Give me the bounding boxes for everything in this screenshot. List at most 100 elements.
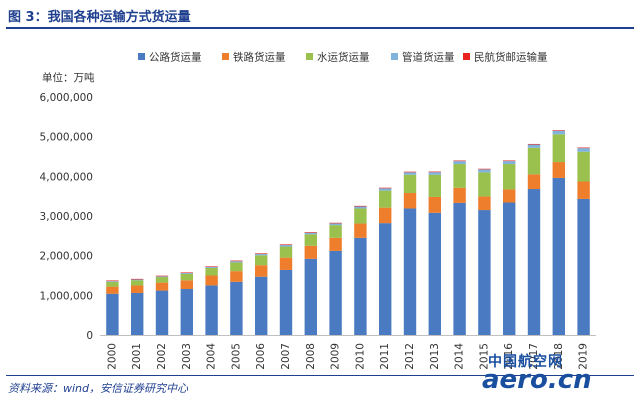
bar-segment-4-2011 <box>379 187 392 189</box>
bar-segment-3-2002 <box>155 276 169 278</box>
bar-segment-2-2008 <box>304 234 317 246</box>
bar-segment-1-2006 <box>255 265 268 277</box>
bar-segment-3-2016 <box>503 161 516 165</box>
x-tick-label: 2019 <box>578 343 590 370</box>
bar-segment-3-2003 <box>180 273 193 274</box>
x-tick-label: 2000 <box>106 343 118 370</box>
legend-label: 公路货运量 <box>149 51 202 64</box>
bar-segment-4-2004 <box>205 266 218 268</box>
bar-segment-3-2012 <box>403 172 417 175</box>
bar-segment-0-2016 <box>503 202 516 335</box>
bar-segment-3-2009 <box>329 223 342 226</box>
bar-segment-2-2010 <box>354 208 367 224</box>
y-tick-label: 4,000,000 <box>40 171 93 183</box>
legend-swatch <box>463 53 470 60</box>
y-tick-label: 6,000,000 <box>40 92 93 104</box>
bar-segment-4-2015 <box>478 168 491 170</box>
bar-segment-4-2019 <box>577 147 590 149</box>
bar-segment-4-2013 <box>428 171 441 173</box>
x-tick-label: 2005 <box>230 343 242 370</box>
bar-segment-2-2017 <box>527 147 541 175</box>
bar-segment-1-2016 <box>503 189 516 203</box>
y-tick-label: 2,000,000 <box>40 251 93 263</box>
bar-segment-0-2017 <box>527 189 541 335</box>
x-tick-label: 2003 <box>181 343 193 370</box>
bar-segment-3-2015 <box>478 169 491 173</box>
legend-swatch <box>306 53 313 60</box>
bar-segment-4-2008 <box>304 232 317 233</box>
bar-segment-4-2005 <box>230 260 243 262</box>
y-tick-label: 1,000,000 <box>40 290 93 302</box>
bar-segment-1-2017 <box>527 174 541 190</box>
x-tick-label: 2018 <box>553 343 565 370</box>
legend: 公路货运量 铁路货运量 水运货运量 管道货运量 民航货邮运输量 <box>138 51 548 64</box>
bar-segment-0-2000 <box>106 293 119 335</box>
bar-segment-4-2001 <box>131 278 144 280</box>
bar-segment-3-2005 <box>230 261 243 263</box>
x-tick-label: 2004 <box>206 343 218 370</box>
source-note: 资料来源：wind，安信证券研究中心 <box>8 382 189 395</box>
bar-segment-1-2015 <box>478 196 491 211</box>
bar-segment-2-2018 <box>552 134 565 163</box>
legend-label: 铁路货运量 <box>233 51 286 64</box>
bar-segment-4-2010 <box>354 205 367 207</box>
bar-segment-1-2004 <box>205 275 218 286</box>
bar-segment-2-2002 <box>155 277 169 283</box>
x-tick-label: 2009 <box>330 343 342 370</box>
bar-segment-3-2007 <box>279 244 293 247</box>
bar-segment-0-2012 <box>403 208 417 335</box>
bar-segment-4-2014 <box>453 160 466 162</box>
bar-segment-1-2002 <box>155 282 169 291</box>
bar-segment-0-2007 <box>279 269 293 335</box>
bar-segment-0-2013 <box>428 212 441 335</box>
bar-segment-3-2004 <box>205 267 218 268</box>
bar-segment-2-2003 <box>180 273 193 281</box>
x-tick-label: 2017 <box>528 343 540 370</box>
y-tick-label: 0 <box>86 330 93 342</box>
bar-segment-1-2011 <box>379 207 392 224</box>
bar-segment-1-2001 <box>131 285 144 293</box>
bar-segment-1-2000 <box>106 286 119 294</box>
watermark-en: aero.cn <box>482 365 592 395</box>
bottom-rule <box>6 375 634 376</box>
legend-label: 管道货运量 <box>402 51 455 64</box>
x-tick-label: 2010 <box>354 343 366 370</box>
bar-segment-4-2007 <box>279 244 293 245</box>
legend-label: 民航货邮运输量 <box>474 51 548 64</box>
bar-segment-2-2014 <box>453 164 466 188</box>
bar-segment-0-2002 <box>155 290 169 335</box>
bar-segment-4-2002 <box>155 275 169 277</box>
bar-segment-4-2018 <box>552 130 565 131</box>
bar-segment-3-2013 <box>428 172 441 175</box>
bar-segment-1-2018 <box>552 162 565 178</box>
legend-label: 水运货运量 <box>317 51 370 64</box>
bar-segment-2-2004 <box>205 267 218 276</box>
x-tick-label: 2016 <box>503 343 515 370</box>
bar-segment-4-2012 <box>403 171 417 173</box>
x-tick-label: 2015 <box>478 343 490 370</box>
watermark-logo: 中国航空网 aero.cn <box>482 351 638 397</box>
bar-segment-0-2019 <box>577 198 590 335</box>
bar-segment-2-2006 <box>255 255 268 266</box>
bar-segment-2-2007 <box>279 246 293 258</box>
bar-segment-1-2014 <box>453 187 466 203</box>
bar-segment-2-2009 <box>329 225 342 238</box>
bar-segment-0-2011 <box>379 223 392 335</box>
bar-segment-1-2008 <box>304 245 317 259</box>
legend-swatch <box>391 53 398 60</box>
bar-segment-3-2001 <box>131 279 144 281</box>
bar-segment-0-2001 <box>131 292 144 335</box>
bar-segment-0-2010 <box>354 237 367 335</box>
watermark-cn: 中国航空网 <box>488 354 563 370</box>
bar-segment-3-2011 <box>379 188 392 191</box>
bar-segment-4-2017 <box>527 143 541 145</box>
x-tick-label: 2012 <box>404 343 416 370</box>
x-tick-label: 2007 <box>280 343 292 370</box>
bar-segment-1-2019 <box>577 181 590 199</box>
bar-segment-0-2003 <box>180 288 193 335</box>
bar-segment-3-2008 <box>304 232 317 235</box>
bar-segment-4-2016 <box>503 160 516 162</box>
bar-segment-0-2008 <box>304 258 317 335</box>
bar-segment-3-2010 <box>354 206 367 209</box>
bar-segment-1-2005 <box>230 271 243 282</box>
